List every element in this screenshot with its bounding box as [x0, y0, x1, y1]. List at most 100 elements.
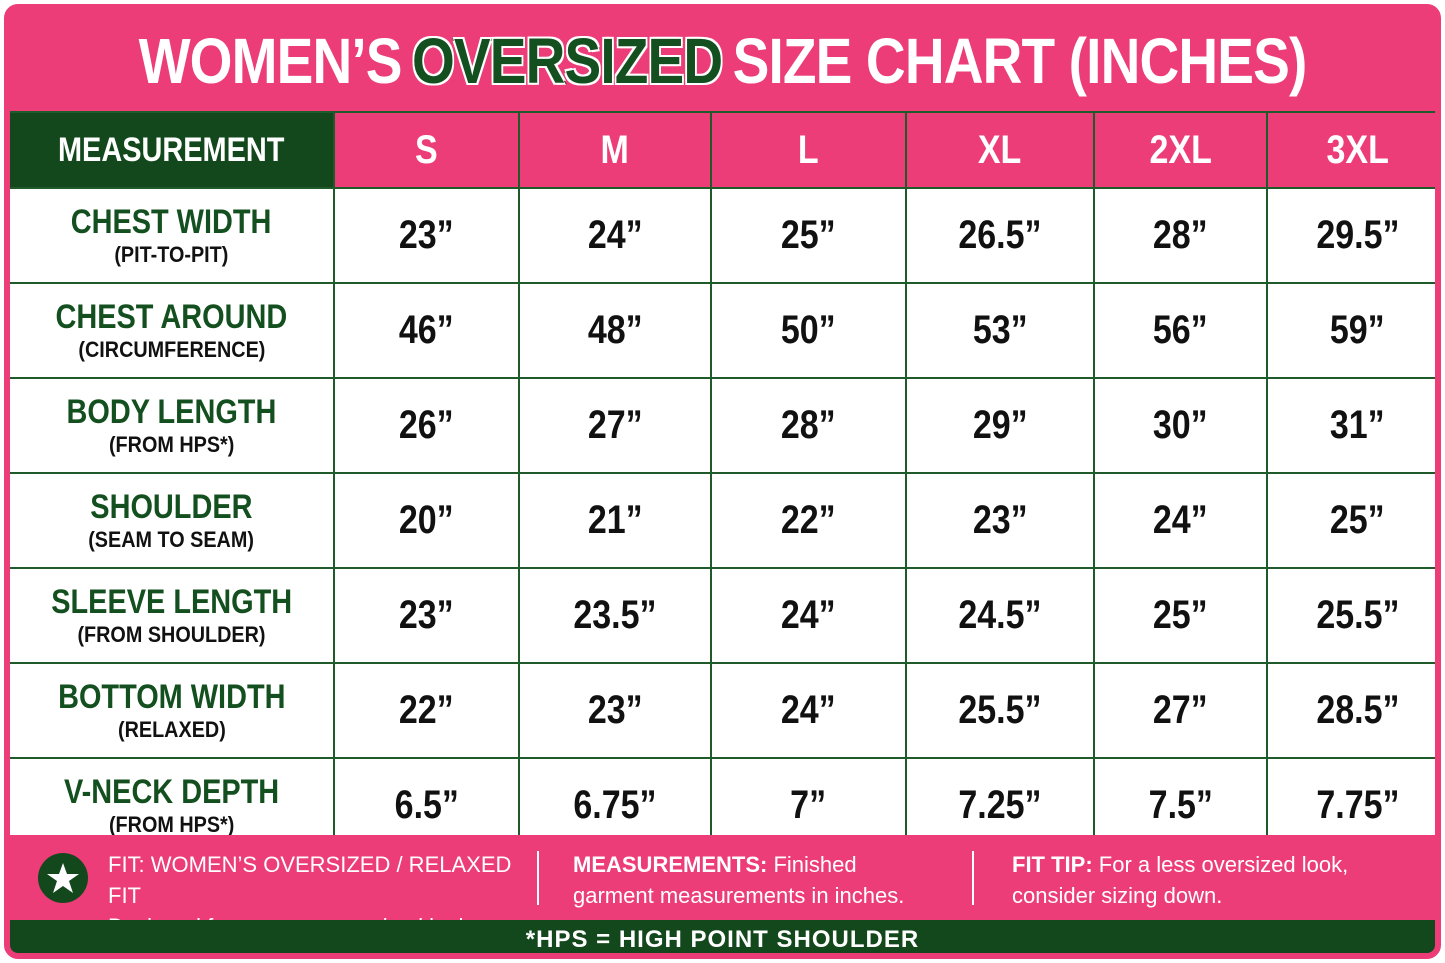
value-cell: 27”: [520, 379, 710, 472]
value-cell: 26”: [335, 379, 518, 472]
value-text: 29”: [972, 403, 1028, 447]
note-label: MEASUREMENTS:: [573, 852, 768, 877]
note-text: For a less oversized look, consider sizi…: [1012, 852, 1349, 908]
value-cell: 59”: [1268, 284, 1435, 377]
header-cell: MEASUREMENT: [10, 113, 333, 187]
row-subtitle: (FROM HPS*): [108, 432, 235, 457]
value-cell: 29”: [907, 379, 1093, 472]
size-chart: WOMEN’S OVERSIZED SIZE CHART (INCHES) ME…: [4, 4, 1441, 959]
value-cell: 25”: [1268, 474, 1435, 567]
value-text: 23”: [399, 593, 454, 637]
row-label-cell: CHEST AROUND (CIRCUMFERENCE): [10, 284, 333, 377]
value-text: 23”: [972, 498, 1028, 542]
row-subtitle: (CIRCUMFERENCE): [77, 337, 265, 362]
value-text: 23.5”: [573, 593, 657, 637]
value-text: 25”: [781, 213, 836, 257]
row-name: SHOULDER: [90, 488, 253, 526]
separator: [972, 851, 974, 905]
value-text: 20”: [399, 498, 454, 542]
note-text: Finished garment measurements in inches.: [573, 852, 905, 908]
value-text: 24.5”: [958, 593, 1042, 637]
title: WOMEN’S OVERSIZED SIZE CHART (INCHES): [110, 10, 1336, 111]
value-cell: 31”: [1268, 379, 1435, 472]
value-text: 24”: [587, 213, 643, 257]
value-cell: 28”: [1095, 189, 1266, 282]
value-text: 31”: [1330, 403, 1385, 447]
value-text: 25”: [1330, 498, 1385, 542]
value-cell: 21”: [520, 474, 710, 567]
value-text: 24”: [781, 593, 836, 637]
value-text: 27”: [1153, 688, 1208, 732]
value-cell: 23”: [335, 569, 518, 662]
footnote: *HPS = HIGH POINT SHOULDER: [10, 920, 1435, 953]
footnote-text: *HPS = HIGH POINT SHOULDER: [525, 925, 920, 953]
value-cell: 50”: [712, 284, 905, 377]
value-text: 28”: [781, 403, 836, 447]
value-text: 23”: [587, 688, 643, 732]
value-text: 30”: [1153, 403, 1208, 447]
row-subtitle: (PIT-TO-PIT): [114, 242, 229, 267]
value-text: 24”: [781, 688, 836, 732]
row-label-cell: BODY LENGTH (FROM HPS*): [10, 379, 333, 472]
value-text: 26”: [399, 403, 454, 447]
value-cell: 29.5”: [1268, 189, 1435, 282]
note: FIT TIP: For a less oversized look, cons…: [1012, 849, 1352, 911]
star-icon: [38, 853, 88, 903]
header-cell: S: [335, 113, 518, 187]
note: MEASUREMENTS: Finished garment measureme…: [573, 849, 943, 911]
title-part: SIZE CHART (INCHES): [732, 24, 1308, 97]
value-text: 25.5”: [958, 688, 1042, 732]
value-text: 7.5”: [1148, 783, 1213, 827]
value-cell: 56”: [1095, 284, 1266, 377]
value-text: 24”: [1153, 498, 1208, 542]
header-text: 2XL: [1149, 127, 1212, 172]
row-name: BOTTOM WIDTH: [57, 678, 286, 716]
value-cell: 20”: [335, 474, 518, 567]
value-cell: 48”: [520, 284, 710, 377]
value-text: 29.5”: [1315, 213, 1400, 257]
header-cell: M: [520, 113, 710, 187]
value-cell: 22”: [335, 664, 518, 757]
title-highlight: OVERSIZED: [411, 23, 725, 98]
row-label-cell: SHOULDER (SEAM TO SEAM): [10, 474, 333, 567]
value-cell: 23”: [520, 664, 710, 757]
value-cell: 24”: [712, 569, 905, 662]
value-cell: 25.5”: [1268, 569, 1435, 662]
value-cell: 25”: [1095, 569, 1266, 662]
value-cell: 28”: [712, 379, 905, 472]
row-subtitle: (SEAM TO SEAM): [88, 527, 255, 552]
value-text: 26.5”: [958, 213, 1042, 257]
value-cell: 25”: [712, 189, 905, 282]
row-label-cell: SLEEVE LENGTH (FROM SHOULDER): [10, 569, 333, 662]
value-text: 22”: [781, 498, 836, 542]
value-text: 27”: [587, 403, 643, 447]
value-cell: 26.5”: [907, 189, 1093, 282]
value-text: 28”: [1153, 213, 1208, 257]
value-text: 23”: [399, 213, 454, 257]
header-text: M: [600, 127, 630, 172]
header-cell: 3XL: [1268, 113, 1435, 187]
row-label-cell: CHEST WIDTH (PIT-TO-PIT): [10, 189, 333, 282]
value-cell: 28.5”: [1268, 664, 1435, 757]
value-cell: 53”: [907, 284, 1093, 377]
value-cell: 27”: [1095, 664, 1266, 757]
value-text: 25”: [1153, 593, 1208, 637]
value-text: 59”: [1330, 308, 1385, 352]
value-text: 53”: [972, 308, 1028, 352]
row-name: V-NECK DEPTH: [63, 773, 280, 811]
header-cell: XL: [907, 113, 1093, 187]
value-cell: 23.5”: [520, 569, 710, 662]
value-cell: 23”: [907, 474, 1093, 567]
value-cell: 46”: [335, 284, 518, 377]
size-table: MEASUREMENT S M L XL 2XL 3XL CHEST WIDTH (PIT-TO…: [10, 111, 1435, 852]
value-text: 7.25”: [958, 783, 1042, 827]
value-text: 7.75”: [1315, 783, 1400, 827]
value-text: 50”: [781, 308, 836, 352]
header-cell: 2XL: [1095, 113, 1266, 187]
header-text: 3XL: [1326, 127, 1389, 172]
row-name: BODY LENGTH: [66, 393, 277, 431]
header-text: S: [415, 127, 438, 172]
value-cell: 25.5”: [907, 664, 1093, 757]
header-text: XL: [978, 127, 1022, 172]
